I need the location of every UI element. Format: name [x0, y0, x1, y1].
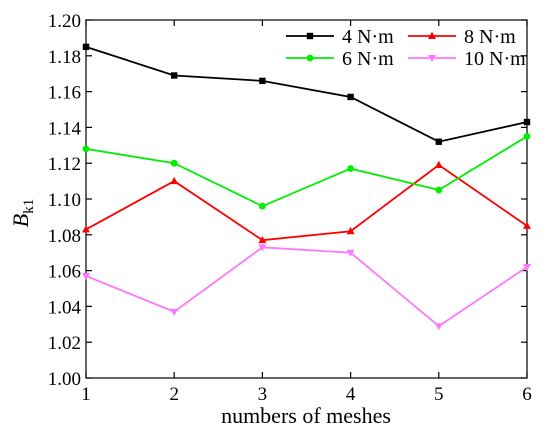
- legend-marker: [428, 31, 436, 39]
- data-point: [434, 160, 443, 168]
- legend-label: 6 N·m: [342, 48, 394, 70]
- x-tick-label: 1: [81, 384, 91, 405]
- legend-marker: [306, 32, 314, 40]
- data-point: [258, 244, 267, 252]
- data-point: [258, 235, 267, 244]
- data-point: [82, 272, 90, 281]
- data-point: [171, 72, 178, 79]
- y-axis-label-sub: k1: [21, 199, 37, 214]
- data-point: [259, 77, 266, 85]
- x-tick-label: 2: [169, 384, 179, 405]
- data-point: [170, 308, 179, 316]
- series-layer: [82, 43, 531, 331]
- legend-label: 10 N·m: [464, 48, 526, 70]
- data-point: [170, 176, 179, 185]
- legend-entry: 10 N·m: [408, 48, 526, 70]
- data-point: [523, 221, 531, 229]
- y-tick-label: 1.18: [48, 47, 81, 68]
- data-point: [347, 93, 354, 101]
- x-tick-label: 4: [346, 384, 356, 405]
- series-line: [85, 163, 528, 242]
- x-axis-label: numbers of meshes: [221, 403, 391, 428]
- y-tick-label: 1.02: [48, 333, 81, 354]
- y-tick-label: 1.20: [48, 11, 81, 32]
- series-line: [85, 246, 528, 328]
- y-tick-label: 1.10: [48, 190, 81, 211]
- series-line: [85, 135, 528, 208]
- legend-entry: 8 N·m: [408, 26, 516, 48]
- y-tick-label: 1.06: [48, 262, 81, 283]
- x-tick-label: 5: [434, 384, 444, 405]
- legend-label: 8 N·m: [464, 26, 516, 48]
- data-point: [170, 159, 178, 167]
- y-axis-label-main: B: [8, 214, 33, 227]
- legend-marker: [306, 54, 314, 62]
- y-tick-label: 1.00: [48, 369, 81, 390]
- data-point: [346, 227, 355, 235]
- data-point: [347, 165, 354, 172]
- legend-marker: [428, 55, 436, 63]
- data-point: [523, 264, 531, 272]
- legend-entry: 4 N·m: [286, 26, 394, 48]
- data-point: [346, 249, 355, 257]
- data-point: [82, 225, 90, 233]
- data-point: [523, 132, 531, 140]
- data-point: [434, 323, 443, 331]
- x-tick-label: 6: [522, 384, 532, 405]
- legend-entry: 6 N·m: [286, 48, 394, 70]
- data-point: [523, 118, 531, 126]
- y-tick-label: 1.12: [48, 154, 81, 175]
- y-tick-label: 1.16: [48, 83, 81, 104]
- plot-frame: [85, 19, 528, 379]
- data-point: [82, 43, 90, 51]
- data-point: [435, 186, 443, 194]
- y-tick-label: 1.08: [48, 226, 81, 247]
- series-0: [82, 43, 531, 145]
- axes: 1.00 1.02 1.04 1.06 1.08 1.10 1.12 1.14 1.16 1.18…: [48, 11, 532, 405]
- y-axis-label: Bk1: [8, 199, 37, 227]
- y-tick-label: 1.14: [48, 118, 82, 139]
- series-1: [82, 160, 531, 244]
- series-line: [85, 45, 528, 143]
- legend-label: 4 N·m: [342, 26, 394, 48]
- legend: 4 N·m 8 N·m 6 N·m 10 N·m: [286, 26, 526, 70]
- data-point: [82, 145, 90, 153]
- data-point: [259, 202, 266, 210]
- series-2: [82, 132, 531, 210]
- x-tick-label: 3: [258, 384, 268, 405]
- data-point: [435, 138, 442, 145]
- series-3: [82, 244, 531, 331]
- y-tick-label: 1.04: [48, 297, 82, 318]
